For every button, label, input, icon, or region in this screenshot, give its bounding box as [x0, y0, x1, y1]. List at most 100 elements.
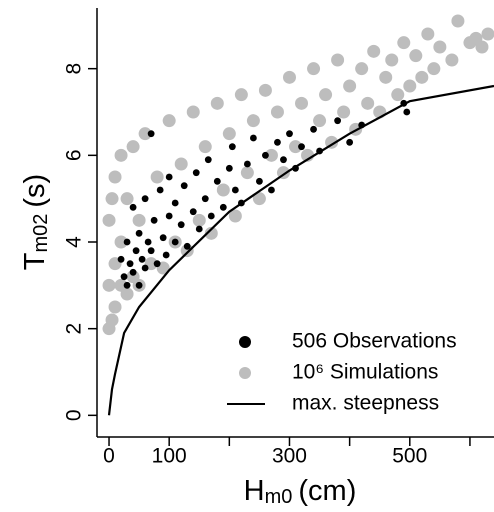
data-point — [165, 173, 173, 181]
x-axis-label: Hm0 (cm) — [244, 475, 357, 509]
y-tick-label: 2 — [63, 323, 86, 335]
y-label-sub: m02 — [30, 214, 52, 253]
data-point — [274, 138, 281, 146]
data-point — [385, 53, 399, 67]
data-point — [346, 138, 354, 146]
data-point — [171, 199, 179, 207]
data-point — [105, 313, 119, 327]
data-point — [403, 79, 417, 93]
data-point — [204, 226, 218, 240]
y-label-unit: (s) — [19, 174, 51, 208]
data-point — [162, 114, 176, 128]
data-point — [108, 300, 122, 314]
data-point — [391, 88, 405, 102]
legend-marker — [239, 336, 251, 348]
data-point — [270, 105, 284, 119]
data-point — [310, 125, 317, 133]
data-point — [147, 130, 155, 138]
data-point — [298, 143, 305, 151]
curve-line — [107, 84, 494, 416]
data-point — [252, 192, 266, 206]
data-point — [246, 114, 260, 128]
data-point — [195, 225, 203, 233]
data-point — [313, 114, 327, 128]
data-point — [198, 140, 212, 154]
data-point — [159, 234, 167, 242]
x-label-sub: m0 — [265, 486, 293, 508]
data-point — [319, 88, 333, 102]
data-point — [415, 70, 429, 84]
data-point — [150, 170, 164, 184]
data-point — [343, 79, 357, 93]
data-point — [451, 14, 465, 28]
data-point — [123, 281, 131, 289]
data-point — [180, 182, 188, 190]
data-point — [213, 177, 221, 185]
data-point — [433, 40, 447, 54]
data-point — [289, 140, 302, 154]
data-point — [105, 192, 119, 206]
y-tick-label: 4 — [63, 236, 86, 248]
legend-label: 10⁶ Simulations — [292, 361, 438, 384]
data-point — [135, 229, 143, 237]
data-point — [282, 70, 296, 84]
data-point — [150, 216, 158, 224]
data-point — [355, 62, 369, 76]
data-point — [192, 213, 206, 227]
data-point — [249, 134, 257, 142]
data-point — [397, 36, 411, 50]
data-point — [219, 203, 227, 211]
data-point — [129, 203, 137, 211]
data-point — [162, 251, 170, 259]
data-point — [138, 255, 146, 263]
x-label-unit: (cm) — [298, 475, 356, 507]
data-point — [126, 260, 134, 268]
data-point — [129, 268, 137, 276]
data-point — [186, 105, 200, 119]
data-point — [120, 273, 128, 281]
data-point — [361, 96, 375, 110]
x-tick-label: 0 — [103, 445, 115, 468]
legend-label: max. steepness — [292, 392, 439, 415]
legend-label: 506 Observations — [292, 330, 457, 353]
data-point — [231, 186, 239, 194]
legend-marker — [239, 367, 251, 379]
data-point — [240, 166, 254, 180]
x-tick-label: 100 — [152, 445, 187, 468]
data-point — [262, 151, 269, 159]
data-point — [256, 177, 263, 185]
data-point — [409, 49, 423, 63]
data-point — [153, 260, 161, 268]
data-point — [102, 278, 116, 292]
data-point — [204, 156, 212, 164]
data-point — [258, 83, 272, 97]
data-point — [234, 88, 248, 102]
data-point — [135, 281, 143, 289]
data-point — [379, 70, 393, 84]
data-point — [108, 170, 122, 184]
data-point — [228, 209, 242, 223]
data-point — [126, 140, 140, 154]
data-point — [445, 53, 459, 67]
data-point — [138, 127, 152, 141]
data-point — [216, 183, 230, 197]
data-point — [286, 130, 293, 138]
data-point — [132, 213, 146, 227]
data-point — [114, 148, 128, 162]
data-point — [174, 157, 188, 171]
data-point — [337, 105, 351, 119]
data-point — [475, 40, 489, 54]
data-point — [117, 255, 125, 263]
data-point — [268, 186, 275, 194]
data-point — [331, 53, 345, 67]
x-tick-label: 500 — [392, 445, 427, 468]
x-tick-label: 300 — [272, 445, 307, 468]
data-point — [132, 247, 140, 255]
data-point — [210, 96, 224, 110]
data-point — [207, 212, 215, 220]
x-label-main: H — [244, 475, 265, 507]
data-point — [120, 192, 134, 206]
data-point — [147, 247, 155, 255]
data-point — [481, 27, 494, 41]
data-point — [183, 242, 191, 250]
